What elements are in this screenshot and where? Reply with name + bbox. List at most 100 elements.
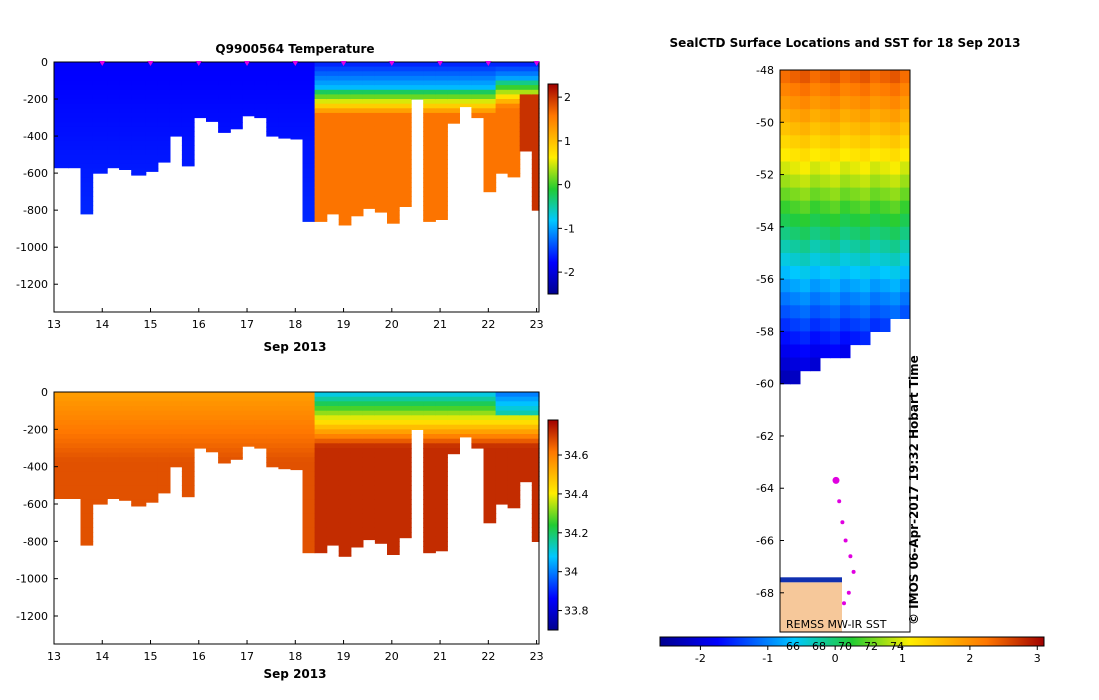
data-cell bbox=[483, 177, 497, 183]
data-cell bbox=[206, 75, 219, 82]
data-cell bbox=[278, 466, 292, 470]
data-cell bbox=[483, 504, 497, 510]
data-cell bbox=[242, 410, 255, 416]
data-cell bbox=[107, 466, 120, 472]
data-cell bbox=[254, 443, 267, 449]
data-cell bbox=[435, 424, 448, 430]
sst-cell bbox=[890, 109, 901, 123]
data-cell bbox=[350, 462, 364, 468]
data-cell bbox=[119, 99, 132, 105]
data-cell bbox=[362, 182, 376, 188]
data-cell bbox=[157, 415, 171, 421]
data-cell bbox=[92, 401, 108, 407]
data-cell bbox=[374, 476, 388, 482]
data-cell bbox=[519, 145, 533, 151]
data-cell bbox=[519, 85, 533, 91]
data-cell bbox=[181, 429, 195, 435]
data-cell bbox=[266, 462, 279, 468]
data-cell bbox=[362, 499, 376, 505]
data-cell bbox=[326, 518, 340, 524]
data-cell bbox=[131, 452, 147, 458]
data-cell bbox=[80, 173, 94, 179]
data-cell bbox=[519, 406, 533, 412]
data-cell bbox=[145, 66, 159, 72]
data-cell bbox=[131, 75, 147, 82]
data-cell bbox=[181, 140, 195, 146]
data-cell bbox=[181, 406, 195, 412]
data-cell bbox=[387, 159, 400, 165]
data-cell bbox=[54, 480, 70, 486]
data-cell bbox=[181, 476, 195, 482]
data-cell bbox=[423, 541, 436, 547]
data-cell bbox=[92, 494, 108, 500]
data-cell bbox=[54, 94, 70, 100]
data-cell bbox=[242, 438, 255, 444]
data-cell bbox=[242, 94, 255, 100]
data-cell bbox=[326, 392, 340, 398]
data-cell bbox=[314, 480, 328, 486]
sst-cell bbox=[830, 96, 841, 110]
data-cell bbox=[350, 187, 364, 193]
data-cell bbox=[471, 401, 485, 407]
data-cell bbox=[507, 420, 521, 426]
profile-markers bbox=[99, 61, 540, 66]
data-cell bbox=[181, 112, 195, 119]
data-cell bbox=[290, 75, 304, 82]
data-cell bbox=[157, 154, 171, 160]
data-cell bbox=[495, 438, 509, 444]
data-cell bbox=[157, 112, 171, 119]
map-colorbar-ticks: -2 -1 0 1 2 366 68 70 72 74 bbox=[695, 640, 1041, 665]
data-cell bbox=[157, 424, 171, 430]
data-cell bbox=[314, 462, 328, 468]
data-cell bbox=[314, 513, 328, 519]
data-cell bbox=[507, 406, 521, 412]
data-cell bbox=[68, 154, 82, 160]
map-y-label: -58 bbox=[756, 325, 774, 338]
data-cell bbox=[507, 438, 521, 444]
data-cell bbox=[483, 490, 497, 496]
data-cell bbox=[350, 410, 364, 416]
data-cell bbox=[423, 457, 436, 463]
data-cell bbox=[423, 452, 436, 458]
data-cell bbox=[92, 420, 108, 426]
data-cell bbox=[254, 420, 267, 426]
data-cell bbox=[314, 214, 328, 220]
data-cell bbox=[338, 541, 352, 547]
data-cell bbox=[157, 462, 171, 468]
data-cell bbox=[423, 187, 436, 193]
data-cell bbox=[399, 438, 412, 444]
sst-cell bbox=[830, 318, 841, 332]
data-cell bbox=[423, 112, 436, 119]
data-cell bbox=[387, 443, 400, 449]
data-cell bbox=[107, 131, 120, 137]
data-cell bbox=[92, 163, 108, 170]
data-cell bbox=[350, 168, 364, 174]
data-cell bbox=[92, 429, 108, 435]
data-cell bbox=[338, 108, 352, 114]
data-cell bbox=[290, 452, 304, 458]
data-cell bbox=[531, 448, 540, 454]
temperature-colorbar bbox=[547, 83, 559, 295]
sst-cell bbox=[810, 187, 821, 202]
data-cell bbox=[54, 434, 70, 440]
data-cell bbox=[435, 513, 448, 519]
sst-cell bbox=[900, 292, 911, 306]
data-cell bbox=[350, 210, 364, 216]
data-cell bbox=[242, 443, 255, 447]
data-cell bbox=[387, 494, 400, 500]
data-cell bbox=[362, 177, 376, 183]
data-cell bbox=[80, 494, 94, 500]
data-cell bbox=[278, 80, 292, 86]
data-cell bbox=[435, 415, 448, 421]
data-cell bbox=[483, 182, 497, 188]
data-cell bbox=[362, 62, 376, 68]
data-cell bbox=[326, 150, 340, 156]
data-cell bbox=[362, 401, 376, 407]
data-cell bbox=[519, 452, 533, 458]
data-cell bbox=[507, 443, 521, 449]
data-cell bbox=[302, 177, 316, 183]
data-cell bbox=[278, 108, 292, 114]
data-cell bbox=[362, 410, 376, 416]
data-cell bbox=[423, 177, 436, 183]
data-cell bbox=[338, 112, 352, 119]
